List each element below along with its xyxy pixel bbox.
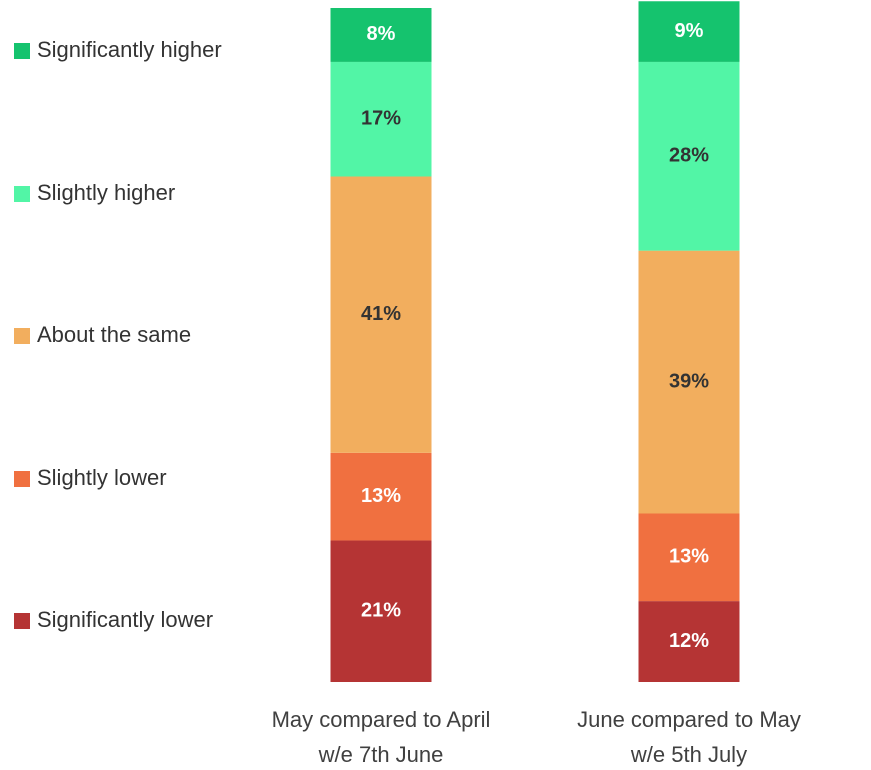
value-label: 8% <box>367 23 396 45</box>
value-label: 13% <box>669 546 709 568</box>
bar-segment <box>638 513 740 602</box>
legend-text: About the same <box>37 322 191 347</box>
legend-swatch <box>14 43 30 59</box>
legend-swatch <box>14 186 30 202</box>
legend-swatch <box>14 471 30 487</box>
value-label: 41% <box>361 303 401 325</box>
legend-text: Significantly lower <box>37 607 213 632</box>
bar-segment <box>638 1 740 62</box>
value-label: 39% <box>669 370 709 392</box>
value-label: 28% <box>669 145 709 167</box>
legend-swatch <box>14 328 30 344</box>
bar-segment <box>330 452 432 541</box>
legend-text: Slightly higher <box>37 180 175 205</box>
bar-segment <box>330 540 432 682</box>
value-label: 17% <box>361 107 401 129</box>
bar-segment <box>638 601 740 682</box>
legend-swatch <box>14 613 30 629</box>
x-tick-label: w/e 7th June <box>318 742 444 767</box>
x-tick-label: June compared to May <box>577 707 801 732</box>
legend-text: Slightly lower <box>37 465 167 490</box>
x-tick-label: May compared to April <box>272 707 491 732</box>
bar-segment <box>330 61 432 177</box>
bar-segment <box>330 176 432 453</box>
value-label: 21% <box>361 600 401 622</box>
bar-segment <box>638 61 740 251</box>
bar-segment <box>638 250 740 514</box>
legend-text: Significantly higher <box>37 37 222 62</box>
value-label: 13% <box>361 485 401 507</box>
x-tick-label: w/e 5th July <box>630 742 747 767</box>
bar-segment <box>330 8 432 62</box>
value-label: 12% <box>669 630 709 652</box>
value-label: 9% <box>675 20 704 42</box>
